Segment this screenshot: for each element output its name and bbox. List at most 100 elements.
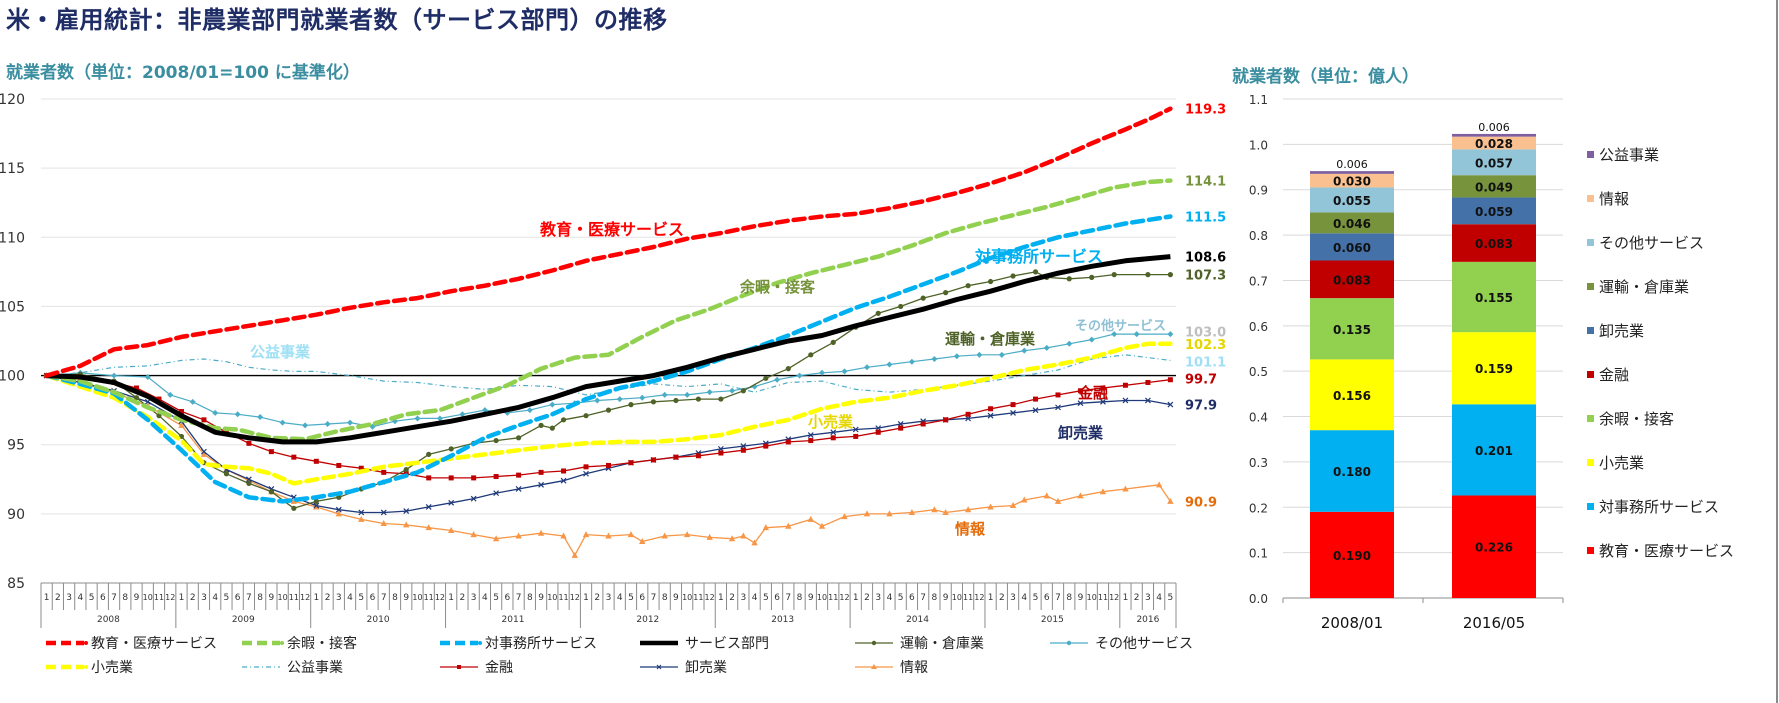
data-label: 0.028 [1475, 137, 1513, 151]
data-point [212, 409, 219, 416]
data-point [763, 375, 769, 381]
data-point [943, 290, 949, 296]
legend-item: 教育・医療サービス [1587, 542, 1734, 560]
month-tick-label: 1 [44, 593, 50, 603]
month-tick-label: 3 [1010, 593, 1016, 603]
legend-item: 余暇・接客 [1587, 410, 1674, 428]
bar-segment [1310, 511, 1394, 598]
bar-segment [1452, 404, 1536, 496]
data-point [785, 522, 792, 529]
data-point [818, 522, 826, 529]
data-point [201, 417, 207, 423]
data-point [1032, 407, 1039, 414]
bar-chart-subtitle: 就業者数（単位：億人） [1232, 67, 1419, 87]
month-tick-label: 2 [190, 593, 196, 603]
data-point [605, 407, 612, 413]
legend-swatch-dot [478, 641, 482, 645]
month-tick-label: 7 [111, 593, 117, 603]
legend-item: 情報 [1587, 190, 1629, 208]
data-point [245, 476, 252, 483]
month-tick-label: 6 [100, 593, 106, 603]
data-point [1043, 492, 1050, 499]
month-tick-label: 5 [89, 593, 95, 603]
data-point [964, 506, 972, 513]
data-point [1089, 274, 1095, 280]
data-label: 0.083 [1475, 237, 1513, 251]
bar-segment [1310, 212, 1394, 234]
data-point [650, 457, 656, 463]
month-tick-label: 3 [1145, 593, 1151, 603]
month-tick-label: 1 [448, 593, 454, 603]
end-value-label: 114.1 [1185, 175, 1226, 190]
bar-segment [1310, 430, 1394, 512]
data-point [875, 310, 881, 316]
data-point [650, 399, 657, 405]
legend-label: 小売業 [1599, 454, 1644, 472]
data-point [751, 539, 758, 546]
month-tick-label: 8 [932, 593, 938, 603]
data-point [807, 515, 814, 522]
data-point [898, 303, 904, 310]
data-point [1077, 492, 1084, 499]
data-point [886, 510, 893, 517]
data-point [583, 413, 589, 419]
data-label: 0.156 [1333, 389, 1371, 403]
legend-swatch [1587, 459, 1594, 466]
data-point [144, 398, 151, 405]
data-point [943, 417, 949, 423]
end-value-label: 111.5 [1185, 211, 1226, 226]
data-point [1111, 272, 1117, 278]
data-label: 0.159 [1475, 362, 1513, 376]
legend-item: 公益事業 [1587, 146, 1659, 164]
month-tick-label: 4 [1156, 593, 1162, 603]
bar-segment [1452, 136, 1536, 150]
month-tick-label: 5 [224, 593, 230, 603]
data-point [538, 422, 544, 428]
data-point [1100, 398, 1106, 405]
data-point [537, 529, 545, 536]
year-label: 2009 [232, 615, 255, 625]
data-point [1043, 344, 1050, 351]
data-point [291, 454, 297, 460]
inline-series-label: 情報 [955, 520, 986, 538]
data-point [426, 475, 432, 481]
data-point [516, 472, 522, 478]
inline-series-label: その他サービス [1075, 318, 1166, 334]
data-point [583, 470, 589, 477]
data-point [1021, 347, 1028, 354]
data-point [493, 437, 499, 444]
legend-label: 運輸・倉庫業 [1599, 278, 1689, 296]
series-0 [44, 106, 1173, 378]
legend-swatch [1587, 283, 1594, 290]
data-point [1155, 481, 1163, 488]
month-tick-label: 2 [594, 593, 600, 603]
end-value-label: 108.6 [1185, 251, 1226, 266]
data-point [1167, 377, 1173, 383]
month-tick-label: 8 [122, 593, 128, 603]
data-point [201, 448, 207, 455]
legend-swatch [1587, 415, 1594, 422]
data-point [931, 506, 938, 513]
data-point [965, 283, 971, 289]
y-tick-label: 0.9 [1249, 184, 1268, 198]
inline-series-label: 余暇・接客 [739, 278, 816, 296]
inline-series-label: 運輸・倉庫業 [945, 330, 1036, 348]
data-point [583, 464, 589, 470]
legend-label: 卸売業 [1599, 322, 1644, 340]
data-point [223, 471, 230, 477]
month-tick-label: 2 [460, 593, 466, 603]
legend-swatch [1587, 151, 1594, 158]
month-tick-label: 3 [740, 593, 746, 603]
series-8 [44, 373, 1173, 481]
legend-item: 金融 [1587, 366, 1629, 384]
data-point [380, 520, 387, 527]
data-point [549, 425, 555, 431]
end-value-label: 119.3 [1185, 103, 1226, 118]
data-point [987, 503, 994, 510]
data-point [1122, 485, 1129, 492]
month-tick-label: 3 [336, 593, 342, 603]
data-point [234, 411, 241, 418]
x-category-label: 2008/01 [1321, 614, 1383, 632]
month-tick-label: 9 [134, 593, 140, 603]
data-point [313, 458, 319, 464]
